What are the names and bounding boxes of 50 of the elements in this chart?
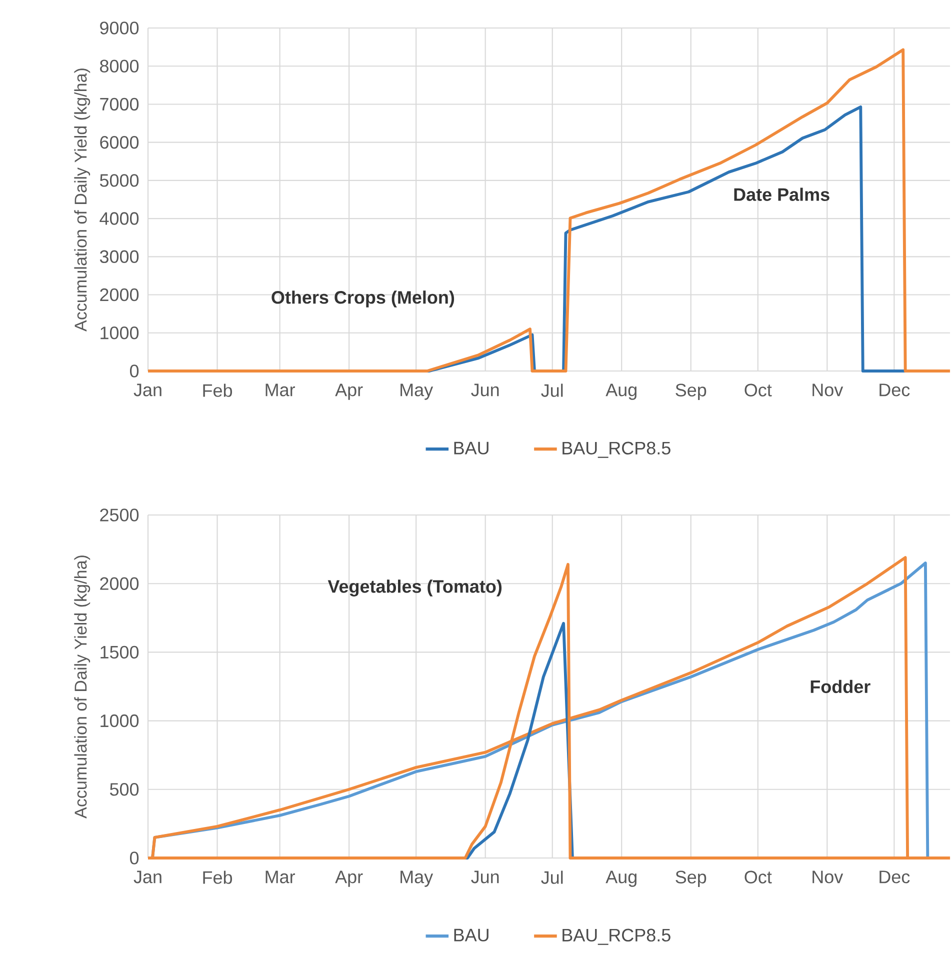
annotation: Date Palms: [734, 188, 830, 201]
x-tick-label: Aug: [605, 384, 636, 400]
x-tick-label: Mar: [266, 384, 295, 396]
y-tick-label: 7000: [100, 98, 138, 111]
y-tick-label: 1000: [100, 714, 138, 728]
annotation: Vegetables (Tomato): [328, 580, 502, 596]
x-tick-label: Jan: [134, 384, 162, 396]
y-tick-label: 2000: [100, 288, 138, 302]
x-tick-label: Jun: [470, 384, 498, 396]
y-tick-label: 1500: [100, 646, 138, 659]
legend-label: BAU: [454, 928, 488, 942]
x-tick-label: Apr: [334, 384, 363, 400]
y-tick-label: 6000: [100, 136, 138, 149]
annotation: Fodder: [810, 680, 870, 694]
x-tick-label: Nov: [812, 870, 843, 884]
legend-label: BAU_RCP8.5: [562, 928, 670, 945]
x-tick-label: Feb: [202, 384, 232, 397]
x-tick-label: Jun: [470, 870, 498, 884]
x-tick-label: Dec: [879, 384, 910, 396]
y-tick-label: 5000: [100, 174, 138, 187]
y-tick-label: 4000: [99, 212, 138, 225]
x-tick-label: Oct: [744, 870, 772, 884]
x-tick-label: Jan: [134, 870, 162, 884]
x-tick-label: Nov: [812, 384, 843, 396]
x-tick-label: Dec: [879, 870, 910, 884]
y-tick-label: 2500: [100, 508, 138, 522]
x-tick-label: Jul: [540, 384, 562, 397]
y-tick-label: 2000: [100, 577, 138, 590]
y-axis-title: Accumulation of Daily Yield (kg/ha): [74, 556, 90, 818]
x-tick-label: Apr: [334, 870, 363, 887]
legend-label: BAU: [454, 442, 488, 454]
x-tick-label: Sep: [675, 384, 706, 400]
y-tick-label: 8000: [100, 60, 138, 72]
y-tick-label: 9000: [100, 22, 138, 34]
y-tick-label: 500: [110, 783, 138, 796]
annotation: Others Crops (Melon): [271, 290, 454, 308]
x-tick-label: Aug: [605, 870, 636, 887]
y-tick-label: 0: [130, 364, 138, 378]
y-axis-title: Accumulation of Daily Yield (kg/ha): [74, 68, 90, 332]
x-tick-label: Jul: [540, 870, 562, 884]
x-tick-label: Mar: [266, 870, 295, 884]
x-tick-label: Feb: [202, 870, 232, 884]
x-tick-label: May: [400, 384, 433, 400]
x-tick-label: May: [400, 870, 433, 887]
x-tick-label: Oct: [744, 384, 772, 396]
y-tick-label: 0: [130, 852, 138, 864]
x-tick-label: Sep: [675, 870, 706, 888]
y-tick-label: 3000: [100, 250, 138, 264]
legend-label: BAU_RCP8.5: [562, 442, 670, 458]
y-tick-label: 1000: [100, 326, 138, 340]
